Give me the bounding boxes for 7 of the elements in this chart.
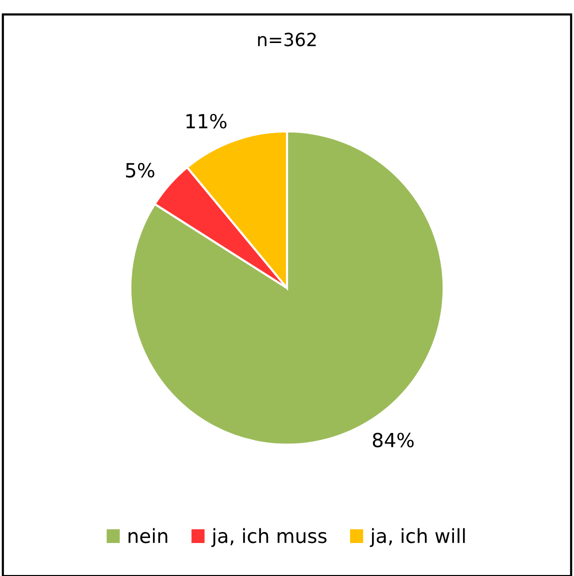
chart-title: n=362	[258, 32, 316, 46]
data-label: 84%	[372, 432, 414, 448]
data-label: 5%	[126, 162, 154, 178]
legend-label: ja, ich muss	[211, 528, 326, 547]
legend-label: nein	[128, 528, 168, 544]
legend-label: ja, ich will	[370, 528, 465, 547]
data-label: 11%	[186, 114, 226, 129]
